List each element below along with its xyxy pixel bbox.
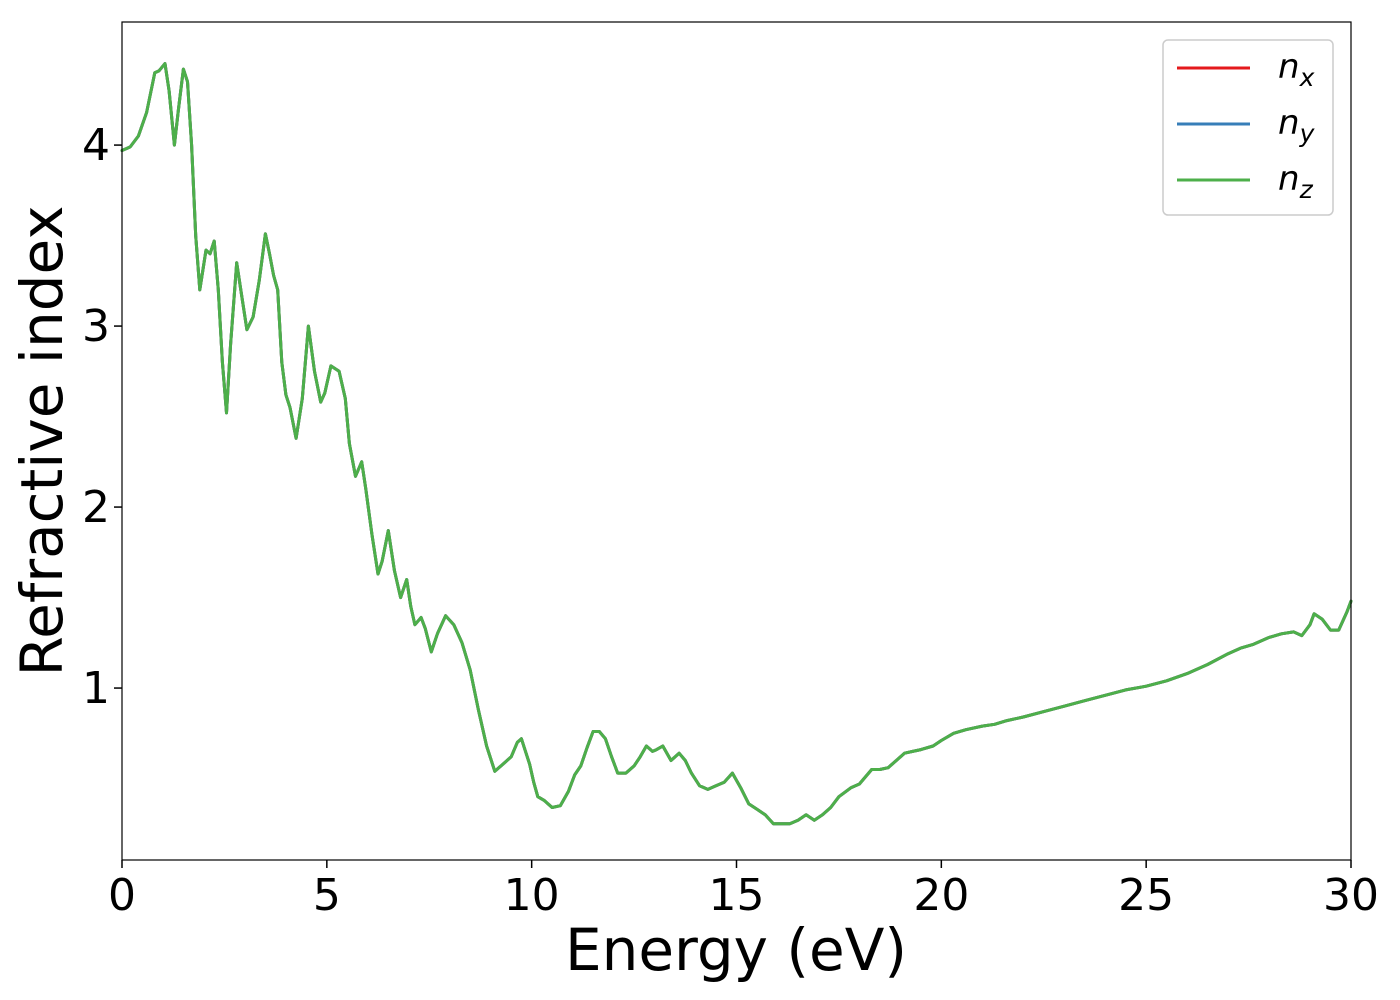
y-axis-ticks: 1 2 3 4 xyxy=(82,120,122,714)
y-tick-label: 2 xyxy=(82,482,110,533)
y-tick-label: 1 xyxy=(82,663,110,714)
x-tick-label: 5 xyxy=(313,870,341,921)
x-tick-label: 15 xyxy=(709,870,765,921)
x-tick-label: 0 xyxy=(108,870,136,921)
x-tick-label: 25 xyxy=(1118,870,1174,921)
x-axis-ticks: 0 5 10 15 20 25 30 xyxy=(108,860,1379,921)
series-line-nz xyxy=(120,62,1353,826)
x-tick-label: 30 xyxy=(1323,870,1379,921)
y-axis-label: Refractive index xyxy=(8,205,76,676)
legend-box xyxy=(1162,39,1334,216)
x-tick-label: 20 xyxy=(913,870,969,921)
y-tick-label: 4 xyxy=(82,120,110,171)
x-tick-label: 10 xyxy=(504,870,560,921)
series-layer xyxy=(120,62,1353,826)
x-axis-label: Energy (eV) xyxy=(565,916,907,984)
y-tick-label: 3 xyxy=(82,301,110,352)
